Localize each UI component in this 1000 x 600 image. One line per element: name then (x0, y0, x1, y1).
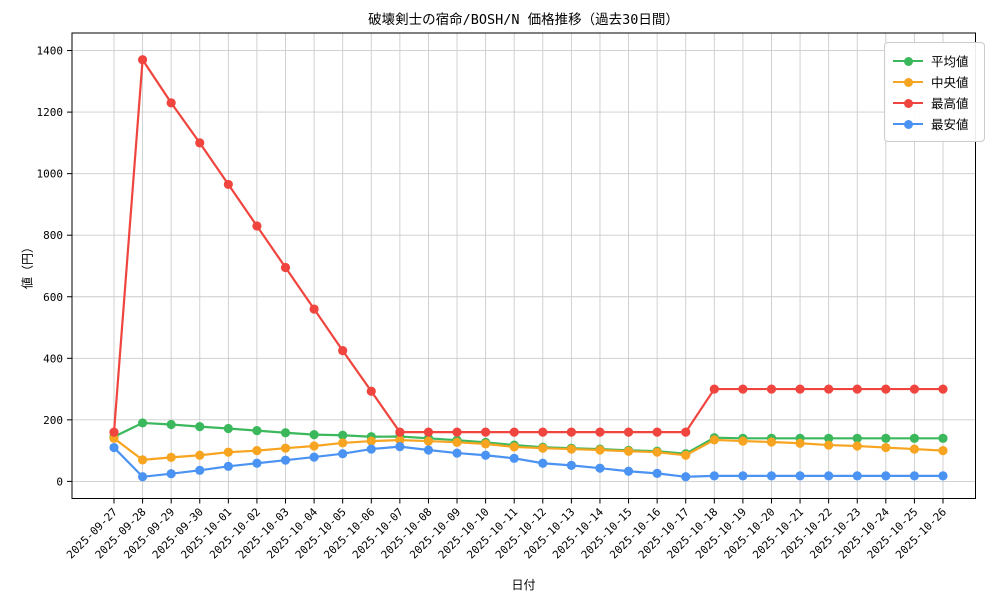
legend-marker-max (893, 98, 923, 108)
legend-item-average: 平均値 (893, 50, 975, 71)
y-axis-label: 値（円） (20, 240, 35, 290)
legend-label-min: 最安値 (931, 117, 969, 132)
x-axis-label: 日付 (511, 578, 536, 592)
svg-text:400: 400 (43, 352, 63, 365)
svg-text:600: 600 (43, 291, 63, 304)
legend-item-median: 中央値 (893, 71, 975, 92)
legend-label-average: 平均値 (931, 54, 969, 69)
legend-marker-min (893, 119, 923, 129)
legend-item-max: 最高値 (893, 92, 975, 113)
svg-text:800: 800 (43, 229, 63, 242)
legend-marker-average (893, 56, 923, 66)
svg-text:0: 0 (56, 475, 63, 488)
legend-item-min: 最安値 (893, 113, 975, 134)
legend: 平均値 中央値 最高値 最安値 (884, 42, 985, 142)
svg-text:1400: 1400 (37, 45, 64, 58)
legend-marker-median (893, 77, 923, 87)
svg-text:1200: 1200 (37, 106, 64, 119)
legend-label-median: 中央値 (931, 75, 969, 90)
legend-label-max: 最高値 (931, 96, 969, 111)
svg-text:200: 200 (43, 414, 63, 427)
chart-title: 破壊剣士の宿命/BOSH/N 価格推移（過去30日間） (368, 12, 679, 28)
svg-text:1000: 1000 (37, 168, 64, 181)
